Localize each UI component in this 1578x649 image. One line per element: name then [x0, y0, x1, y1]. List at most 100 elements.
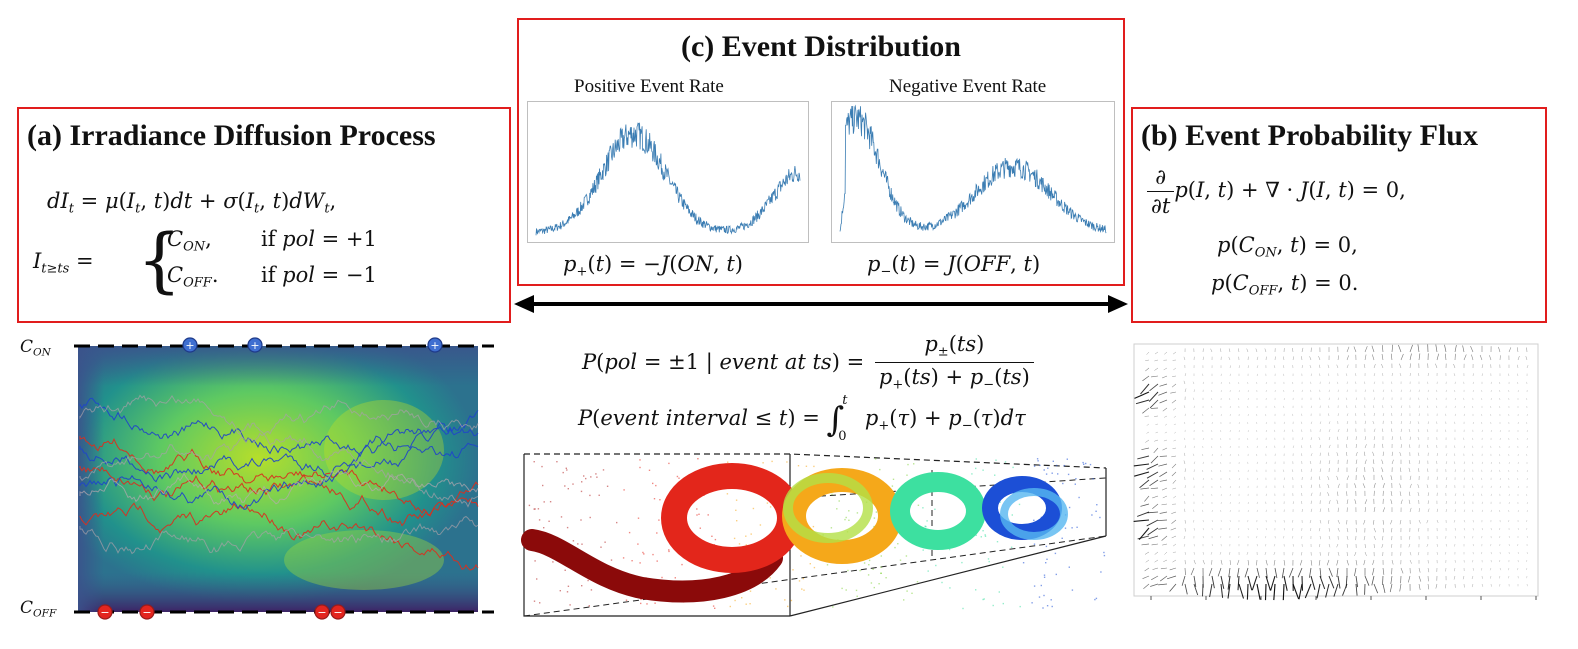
flux-arrow	[1140, 503, 1150, 507]
event-dot	[678, 477, 680, 479]
event-dot	[831, 493, 833, 496]
flux-arrow	[1283, 535, 1285, 539]
flux-arrow	[1319, 535, 1321, 540]
event-dot	[1018, 503, 1021, 506]
event-dot	[800, 555, 802, 557]
flux-arrow	[1256, 381, 1258, 385]
flux-arrow	[1171, 463, 1177, 469]
flux-arrow	[1490, 461, 1492, 465]
flux-arrow	[1364, 389, 1366, 393]
flux-arrow	[1346, 413, 1349, 417]
flux-arrow	[1202, 373, 1204, 377]
flux-arrow	[1463, 519, 1466, 523]
event-dot	[598, 494, 600, 496]
flux-arrow	[1220, 583, 1224, 598]
flux-arrow	[1328, 519, 1330, 524]
flux-arrow	[1292, 527, 1294, 531]
flux-arrow	[1301, 429, 1303, 433]
event-dot	[826, 564, 829, 566]
flux-arrow	[1328, 389, 1330, 393]
event-dot	[924, 525, 926, 527]
flux-arrow	[1328, 535, 1331, 540]
flux-arrow	[1202, 509, 1204, 513]
flux-arrow	[1169, 567, 1177, 571]
flux-arrow	[1256, 461, 1258, 465]
flux-arrow	[1300, 485, 1303, 489]
flux-arrow	[1436, 353, 1439, 361]
flux-arrow	[1381, 467, 1384, 473]
flux-arrow	[1133, 463, 1150, 467]
event-dot	[916, 581, 919, 583]
flux-arrow	[1183, 452, 1186, 457]
flux-arrow	[1149, 383, 1159, 392]
flux-arrow	[1229, 527, 1231, 530]
flux-arrow	[1154, 439, 1159, 442]
flux-arrow	[1355, 459, 1358, 465]
flux-arrow	[1220, 485, 1222, 489]
flux-arrow	[1345, 373, 1348, 377]
flux-arrow	[1166, 575, 1177, 580]
diffusion-path	[79, 394, 479, 508]
flux-arrow	[1355, 443, 1357, 449]
event-dot	[998, 591, 1000, 593]
event-dot	[911, 592, 913, 594]
flux-arrow	[1453, 461, 1456, 465]
flux-arrow	[1373, 527, 1376, 533]
flux-arrow	[1427, 508, 1430, 513]
flux-arrow	[1154, 559, 1159, 563]
flux-arrow	[1355, 467, 1358, 473]
flux-arrow	[1229, 365, 1231, 369]
event-dot	[1051, 472, 1053, 474]
event-dot	[1082, 461, 1084, 464]
flux-arrow	[1247, 509, 1249, 513]
flux-arrow	[1211, 543, 1213, 547]
flux-arrow	[1318, 356, 1321, 361]
flux-arrow	[1499, 461, 1501, 465]
flux-arrow	[1409, 551, 1412, 556]
flux-arrow	[1435, 397, 1438, 401]
event-dot	[1055, 464, 1058, 467]
flux-arrow	[1273, 583, 1276, 601]
flux-arrow	[1140, 487, 1150, 490]
flux-arrow	[1481, 413, 1483, 417]
flux-arrow	[1490, 429, 1492, 433]
event-dot	[560, 516, 563, 518]
flux-arrow	[1184, 485, 1186, 489]
flux-arrow	[1472, 509, 1474, 513]
flux-arrow	[1282, 469, 1285, 473]
flux-arrow	[1337, 397, 1339, 401]
flux-arrow	[1418, 373, 1420, 377]
event-dot	[595, 473, 597, 475]
flux-arrow	[1355, 451, 1358, 457]
event-dot	[848, 510, 850, 512]
flux-arrow	[1247, 365, 1249, 369]
flux-arrow	[1173, 439, 1177, 442]
flux-arrow	[1202, 477, 1204, 481]
flux-arrow	[1409, 363, 1411, 369]
flux-arrow	[1354, 551, 1357, 556]
flux-arrow	[1159, 455, 1168, 457]
flux-arrow	[1418, 583, 1421, 590]
event-dot	[1022, 562, 1025, 564]
flux-arrow	[1364, 575, 1370, 586]
flux-arrow	[1325, 583, 1330, 598]
flux-arrow	[1220, 438, 1222, 441]
event-dot	[962, 607, 964, 610]
event-dot	[711, 535, 713, 537]
event-dot	[802, 577, 805, 580]
event-dot	[539, 602, 541, 604]
flux-arrow	[1145, 439, 1150, 443]
flux-arrow	[1382, 389, 1385, 393]
flux-arrow	[1229, 551, 1231, 555]
event-dot	[897, 543, 899, 545]
event-dot	[533, 461, 535, 463]
flux-arrow	[1228, 348, 1231, 353]
event-dot	[868, 564, 870, 566]
flux-arrow	[1399, 363, 1402, 369]
flux-arrow	[1301, 453, 1303, 457]
flux-arrow	[1391, 372, 1393, 377]
flux-arrow	[1336, 475, 1339, 481]
flux-arrow	[1265, 543, 1267, 547]
flux-arrow	[1152, 495, 1159, 499]
flux-arrow	[1445, 389, 1447, 393]
